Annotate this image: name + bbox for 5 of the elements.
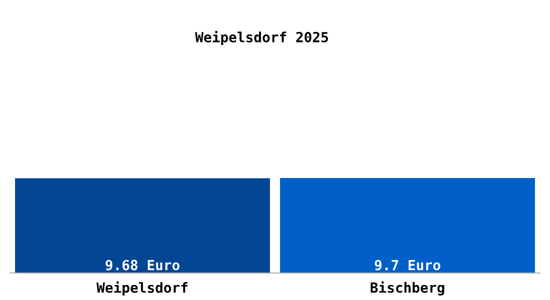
- x-tick-label: Weipelsdorf: [96, 281, 188, 296]
- chart-title: Weipelsdorf 2025: [195, 30, 328, 46]
- data-label: 9.7 Euro: [374, 260, 440, 270]
- data-label: 9.68 Euro: [106, 260, 180, 270]
- x-tick-label: Bischberg: [370, 281, 444, 296]
